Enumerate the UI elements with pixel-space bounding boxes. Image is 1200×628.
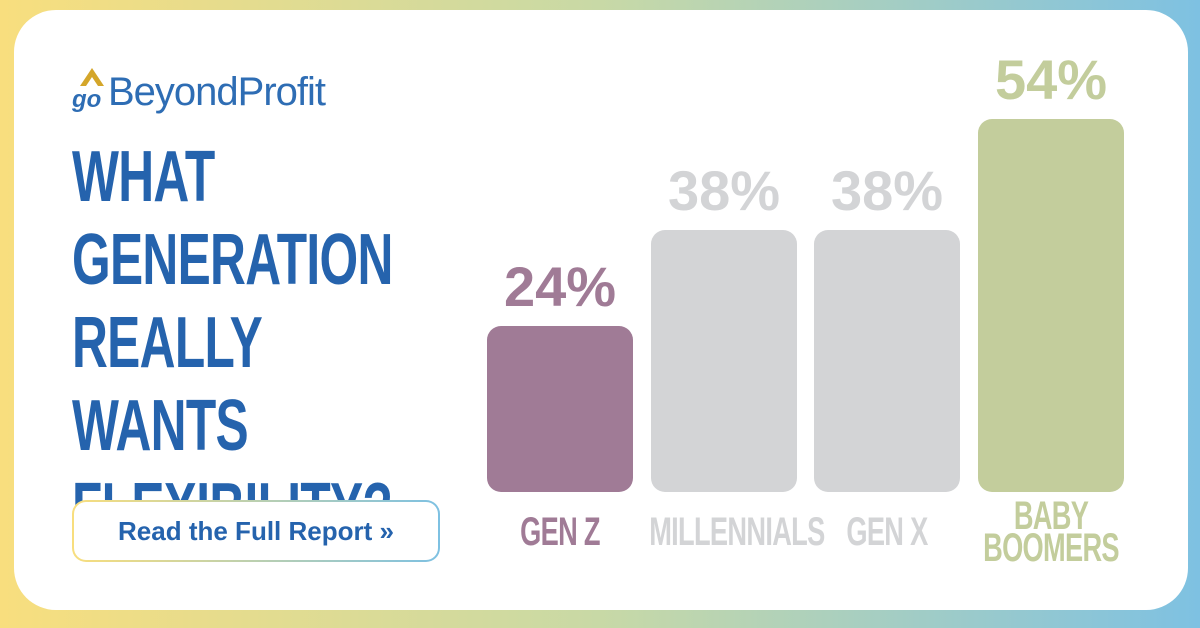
logo-icon — [80, 68, 104, 86]
value-label: 38% — [667, 158, 781, 222]
logo-prefix: go — [72, 86, 102, 113]
button-label[interactable]: Read the Full Report » — [74, 502, 438, 560]
bar — [978, 119, 1124, 492]
value-label: 24% — [503, 255, 617, 319]
value-label: 54% — [994, 48, 1108, 112]
x-tick-label: BABY BOOMERS — [983, 494, 1119, 570]
bar — [814, 229, 960, 492]
report-button[interactable]: Read the Full Report » — [72, 500, 440, 562]
logo-name: BeyondProfit — [108, 70, 326, 114]
bar — [487, 326, 633, 492]
x-tick-label: GEN Z — [520, 510, 600, 554]
x-tick-label: GEN X — [846, 510, 928, 554]
x-tick-label: MILLENNIALS — [649, 510, 825, 554]
value-label: 38% — [830, 158, 944, 222]
bar — [651, 229, 797, 492]
chart-title: WHAT GENERATION REALLY WANTS FLEXIBILITY… — [72, 137, 393, 549]
